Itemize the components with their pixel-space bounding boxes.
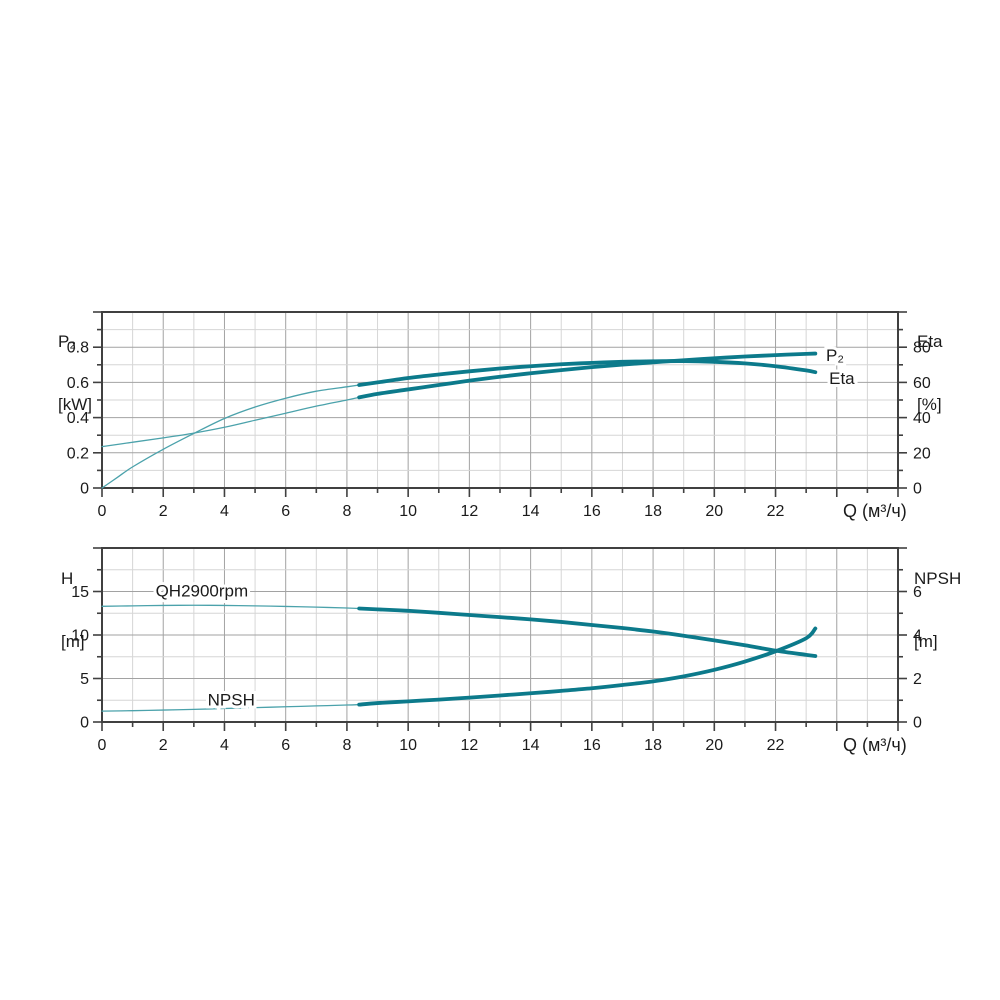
- p2-axis-title-line1: P₂: [58, 332, 76, 351]
- npsh-curve-label: NPSH: [208, 690, 255, 709]
- head-axis-title-line2: [m]: [61, 632, 85, 651]
- x-tick-label: 20: [705, 737, 723, 754]
- right-tick-label: 80: [913, 340, 931, 357]
- head-npsh-left-axis: 0 5 10 15: [71, 547, 102, 732]
- left-tick-label: 0.2: [67, 445, 89, 462]
- right-tick-label: 6: [913, 584, 922, 601]
- p2-curve-thick: [357, 351, 818, 400]
- npsh-curve-thin: [101, 703, 360, 712]
- p2-axis-title-line2: [kW]: [58, 395, 92, 414]
- qh2900rpm-curve-thin: [101, 604, 360, 610]
- x-tick-label: 0: [98, 503, 107, 520]
- x-tick-label: 22: [767, 503, 785, 520]
- x-tick-label: 10: [399, 503, 417, 520]
- left-tick-label: 0: [80, 715, 89, 732]
- eta-axis-title: Eta [%]: [917, 289, 943, 457]
- eta-axis-title-line2: [%]: [917, 395, 942, 414]
- head-axis-title-line1: H: [61, 569, 74, 588]
- x-tick-label: 16: [583, 737, 601, 754]
- eta-curve-thick: [357, 359, 818, 387]
- x-tick-label: 22: [767, 737, 785, 754]
- left-tick-label: 5: [80, 671, 89, 688]
- p2-axis-title: P₂ [kW]: [58, 289, 92, 457]
- eta-axis-title-line1: Eta: [917, 332, 943, 351]
- qh2900rpm-curve-label: QH2900rpm: [156, 582, 249, 601]
- left-tick-label: 0.8: [67, 340, 89, 357]
- head-npsh-right-axis: 0 2 4 6: [898, 547, 922, 732]
- x-tick-label: 2: [159, 737, 168, 754]
- npsh-axis-title-line1: NPSH: [914, 569, 962, 588]
- left-tick-label: 0.4: [67, 410, 89, 427]
- left-tick-label: 15: [71, 584, 89, 601]
- npsh-curve-thick: [357, 626, 818, 707]
- npsh-axis-title-line2: [m]: [914, 632, 938, 651]
- right-tick-label: 20: [913, 445, 931, 462]
- x-tick-label: 12: [460, 503, 478, 520]
- x-tick-label: 0: [98, 737, 107, 754]
- power-efficiency-right-axis: 0 20 40 60 80: [898, 311, 931, 498]
- power-efficiency-x-axis: 0 2 4 6 8 10 12 14 16 18 20 22 Q (м³/ч): [98, 488, 907, 521]
- x-tick-label: 14: [522, 737, 540, 754]
- x-axis-title: Q (м³/ч): [843, 501, 907, 521]
- left-tick-label: 10: [71, 628, 89, 645]
- x-tick-label: 4: [220, 503, 229, 520]
- p2-curve-thin: [101, 396, 360, 448]
- right-tick-label: 2: [913, 671, 922, 688]
- qh2900rpm-curve-thick: [357, 606, 818, 658]
- x-tick-label: 6: [281, 503, 290, 520]
- right-tick-label: 0: [913, 481, 922, 498]
- x-tick-label: 4: [220, 737, 229, 754]
- power-efficiency-left-axis: 0 0.2 0.4 0.6 0.8: [67, 311, 102, 498]
- eta-curve-thin: [101, 384, 360, 489]
- right-tick-label: 4: [913, 628, 922, 645]
- x-tick-label: 16: [583, 503, 601, 520]
- head-npsh-chart: 0 5 10 15 0 2 4 6 0 2 4 6 8 10 12 14 16 18 20 22 Q (м³/ч) QH2…: [71, 547, 922, 755]
- x-tick-label: 18: [644, 503, 662, 520]
- left-tick-label: 0: [80, 481, 89, 498]
- x-axis-title: Q (м³/ч): [843, 735, 907, 755]
- left-tick-label: 0.6: [67, 375, 89, 392]
- power-efficiency-chart: 0 0.2 0.4 0.6 0.8 0 20 40 60 80 0 2 4 6 8 10 12 14 16 18 20 2…: [67, 311, 931, 521]
- x-tick-label: 2: [159, 503, 168, 520]
- right-tick-label: 0: [913, 715, 922, 732]
- x-tick-label: 8: [342, 737, 351, 754]
- npsh-axis-title: NPSH [m]: [914, 526, 961, 694]
- x-tick-label: 14: [522, 503, 540, 520]
- x-tick-label: 6: [281, 737, 290, 754]
- x-tick-label: 10: [399, 737, 417, 754]
- x-tick-label: 8: [342, 503, 351, 520]
- right-tick-label: 40: [913, 410, 931, 427]
- head-npsh-x-axis: 0 2 4 6 8 10 12 14 16 18 20 22 Q (м³/ч): [98, 722, 907, 755]
- eta-curve-label: Eta: [829, 369, 855, 388]
- right-tick-label: 60: [913, 375, 931, 392]
- power-efficiency-gridlines-horizontal: [102, 329, 898, 471]
- head-axis-title: H [m]: [61, 526, 85, 694]
- x-tick-label: 18: [644, 737, 662, 754]
- p₂-curve-label: P₂: [826, 346, 844, 365]
- x-tick-label: 12: [460, 737, 478, 754]
- x-tick-label: 20: [705, 503, 723, 520]
